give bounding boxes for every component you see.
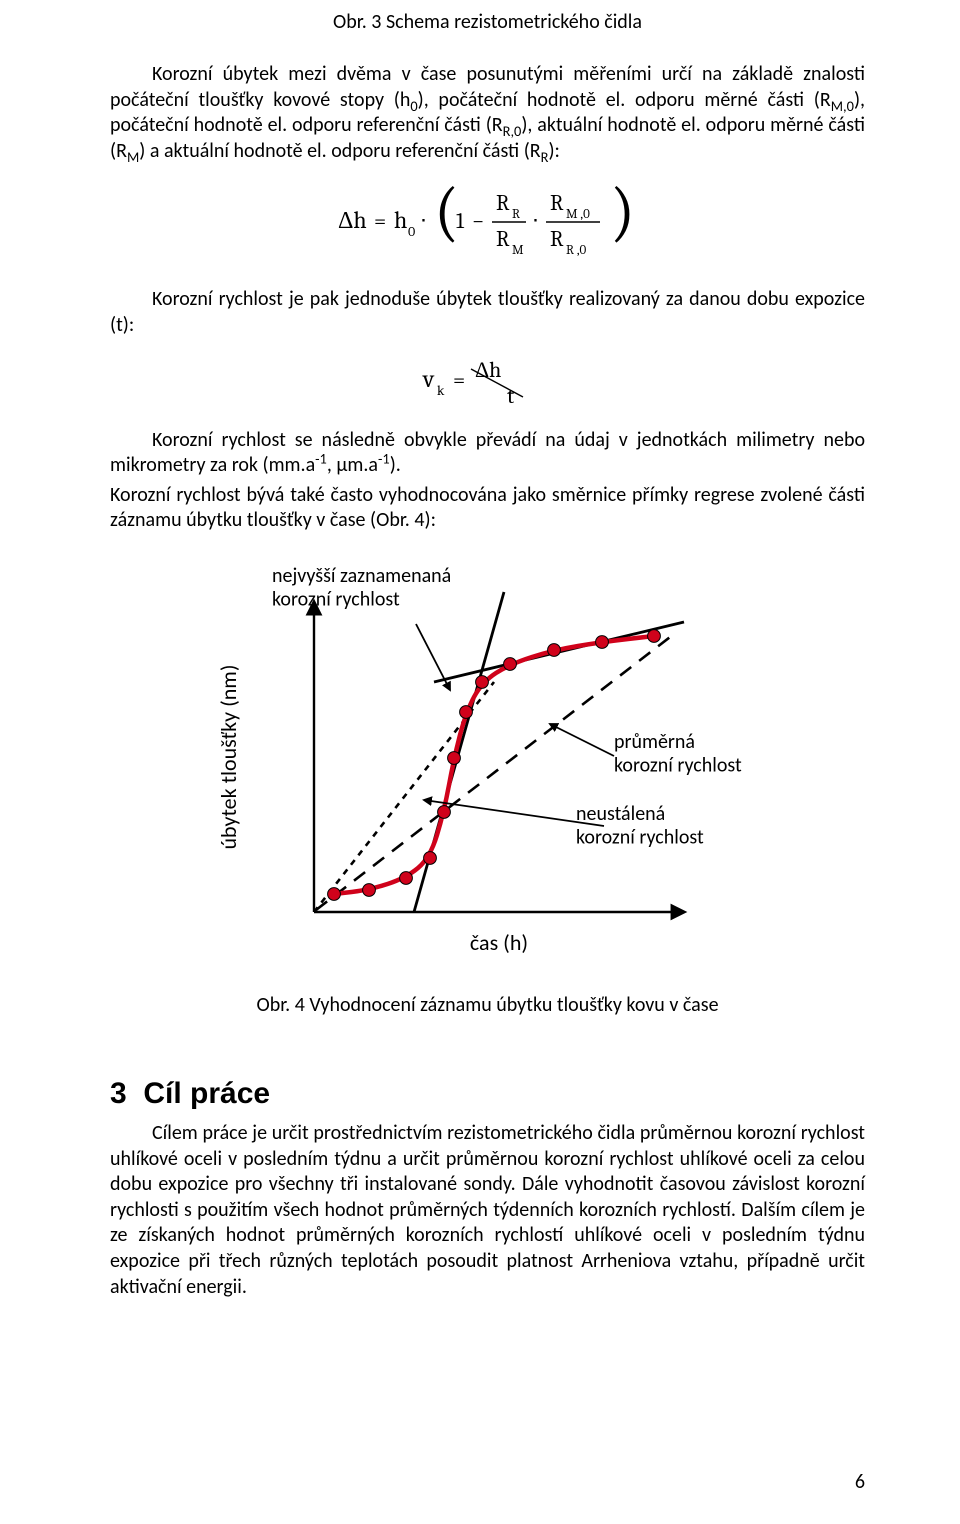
section-number: 3	[110, 1077, 127, 1110]
svg-text:M: M	[512, 243, 524, 258]
paragraph-2: Korozní rychlost je pak jednoduše úbytek…	[110, 287, 865, 338]
svg-text:úbytek tloušťky (nm): úbytek tloušťky (nm)	[215, 664, 242, 849]
sub-h0: 0	[410, 97, 417, 115]
svg-text:0: 0	[408, 223, 415, 240]
svg-text:R: R	[496, 226, 510, 252]
svg-text:nejvyšší zaznamenaná: nejvyšší zaznamenaná	[272, 564, 451, 588]
sup-neg1b: -1	[378, 450, 390, 468]
formula-vk: v k = Δh t	[110, 353, 865, 414]
figure-3-caption: Obr. 3 Schema rezistometrického čidla	[110, 10, 865, 34]
svg-text:čas (h): čas (h)	[469, 929, 527, 956]
sub-rm: M	[127, 148, 139, 166]
chart-thickness-loss: nejvyšší zaznamenanákorozní rychlostprům…	[208, 552, 768, 987]
svg-text:R: R	[550, 226, 564, 252]
sup-neg1a: -1	[315, 450, 327, 468]
p1-text-f: ):	[548, 139, 559, 163]
section-title: Cíl práce	[143, 1077, 270, 1110]
svg-text:=: =	[453, 367, 465, 393]
svg-text:R ,0: R ,0	[566, 243, 586, 258]
svg-text:korozní rychlost: korozní rychlost	[614, 754, 742, 778]
p3-text-c: ).	[390, 453, 401, 477]
p3-text-b: , μm.a	[327, 453, 378, 477]
svg-text:korozní rychlost: korozní rychlost	[576, 826, 704, 850]
sub-rm0: M,0	[831, 97, 854, 115]
svg-text:Δh: Δh	[475, 357, 501, 383]
svg-text:v: v	[422, 365, 435, 393]
svg-text:t: t	[507, 383, 515, 409]
svg-text:R: R	[496, 190, 510, 216]
p1-text-b: ), počáteční hodnotě el. odporu měrné čá…	[418, 88, 831, 112]
svg-text:průměrná: průměrná	[614, 730, 695, 754]
svg-text:⋅: ⋅	[420, 208, 427, 234]
svg-text:neustálená: neustálená	[576, 802, 665, 826]
svg-text:⋅: ⋅	[532, 208, 539, 234]
svg-text:−: −	[472, 208, 484, 234]
paragraph-1: Korozní úbytek mezi dvěma v čase posunut…	[110, 62, 865, 164]
section-3-heading: 3 Cíl práce	[110, 1077, 865, 1111]
svg-text:R: R	[550, 190, 564, 216]
formula-delta-h: Δh = h 0 ⋅ ( ) 1 − R R R M ⋅ R M ,0	[110, 178, 865, 273]
sub-rr0: R,0	[503, 122, 522, 140]
paragraph-4: Korozní rychlost bývá také často vyhodno…	[110, 483, 865, 534]
svg-text:h: h	[394, 206, 407, 234]
figure-4-caption: Obr. 4 Vyhodnocení záznamu úbytku tloušť…	[110, 993, 865, 1017]
svg-text:R: R	[512, 207, 520, 222]
svg-text:k: k	[437, 382, 445, 399]
svg-text:): )	[610, 178, 635, 250]
svg-text:=: =	[374, 208, 386, 234]
svg-text:M ,0: M ,0	[566, 207, 590, 222]
svg-text:korozní rychlost: korozní rychlost	[272, 588, 400, 612]
svg-text:1: 1	[456, 208, 465, 234]
p3-text-a: Korozní rychlost se následně obvykle pře…	[110, 428, 865, 478]
paragraph-3: Korozní rychlost se následně obvykle pře…	[110, 428, 865, 479]
paragraph-5: Cílem práce je určit prostřednictvím rez…	[110, 1121, 865, 1300]
p1-text-e: ) a aktuální hodnotě el. odporu referenč…	[139, 139, 540, 163]
page-number: 6	[855, 1470, 865, 1494]
svg-text:Δh: Δh	[338, 206, 367, 234]
